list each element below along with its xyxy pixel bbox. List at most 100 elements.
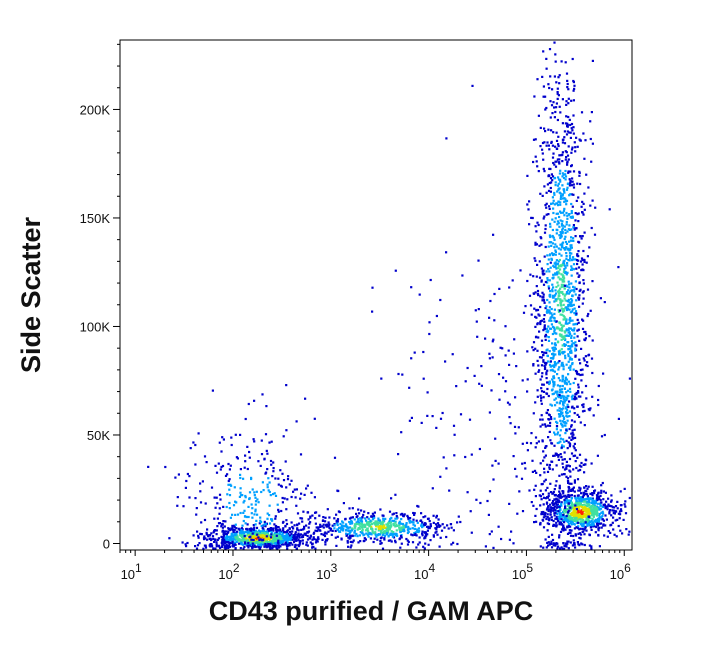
data-point (577, 503, 580, 506)
data-point (543, 513, 546, 516)
data-point (423, 531, 426, 534)
data-point (366, 527, 369, 530)
data-point (363, 539, 366, 542)
data-point (379, 521, 382, 524)
data-point (535, 160, 538, 163)
data-point (601, 510, 604, 513)
data-point (551, 492, 554, 495)
data-point (399, 522, 403, 525)
data-point (618, 517, 621, 520)
data-point (558, 74, 561, 77)
data-point (538, 330, 541, 333)
data-point (552, 352, 555, 355)
data-point (565, 257, 568, 260)
data-point (228, 535, 231, 539)
data-point (239, 547, 242, 550)
data-point (538, 276, 542, 279)
data-point (585, 261, 588, 264)
data-point (226, 473, 229, 476)
data-point (291, 543, 294, 546)
data-point (566, 86, 569, 89)
data-point (564, 158, 567, 161)
data-point (580, 498, 583, 501)
data-point (564, 382, 567, 385)
data-point (551, 242, 554, 245)
data-point (411, 527, 414, 530)
data-point (549, 403, 552, 406)
data-point (556, 547, 559, 550)
data-point (306, 484, 309, 487)
data-point (550, 129, 553, 132)
data-point (548, 467, 551, 470)
data-point (555, 480, 558, 483)
data-point (589, 512, 592, 515)
data-point (553, 346, 557, 349)
data-point (383, 530, 386, 533)
data-point (557, 458, 560, 461)
data-point (600, 491, 603, 494)
data-point (303, 493, 306, 496)
data-point (570, 497, 573, 500)
data-point (556, 393, 559, 396)
data-point (574, 496, 577, 499)
data-point (197, 536, 200, 539)
data-point (270, 518, 273, 521)
data-point (273, 545, 276, 548)
data-point (564, 432, 567, 435)
data-point (248, 497, 251, 501)
data-point (385, 533, 388, 536)
data-point (289, 530, 292, 533)
data-point (585, 459, 588, 462)
data-point (447, 527, 450, 530)
data-point (242, 519, 245, 523)
data-point (574, 510, 577, 513)
data-point (562, 368, 565, 371)
data-point (246, 528, 249, 531)
data-point (557, 76, 560, 79)
data-point (591, 499, 594, 502)
data-point (559, 201, 562, 204)
data-point (545, 213, 548, 216)
data-point (578, 305, 581, 308)
data-point (546, 516, 549, 519)
data-point (628, 377, 631, 380)
data-point (613, 512, 616, 515)
data-point (255, 519, 258, 522)
data-point (221, 529, 224, 532)
data-point (575, 518, 578, 521)
data-point (329, 527, 333, 530)
data-point (574, 354, 577, 357)
data-point (536, 395, 539, 398)
data-point (574, 341, 577, 344)
data-point (579, 395, 582, 398)
data-point (555, 420, 558, 423)
data-point (608, 512, 611, 515)
data-point (203, 518, 207, 522)
data-point (230, 443, 233, 447)
data-point (596, 454, 599, 457)
data-point (548, 350, 551, 353)
data-point (246, 544, 249, 547)
data-point (584, 333, 588, 336)
data-point (534, 315, 537, 318)
data-point (261, 529, 264, 532)
data-point (574, 347, 577, 350)
data-point (547, 544, 550, 547)
data-point (568, 213, 571, 216)
data-point (554, 265, 557, 268)
data-point (565, 460, 568, 463)
data-point (563, 316, 566, 319)
data-point (492, 478, 495, 481)
data-point (573, 286, 576, 289)
data-point (558, 162, 561, 165)
data-point (563, 519, 567, 522)
data-point (227, 483, 230, 486)
data-point (565, 381, 568, 384)
data-point (536, 165, 539, 168)
data-point (375, 521, 379, 524)
data-point (572, 514, 575, 517)
data-point (596, 520, 599, 523)
data-point (266, 545, 269, 548)
data-point (548, 382, 551, 386)
data-point (565, 133, 569, 136)
